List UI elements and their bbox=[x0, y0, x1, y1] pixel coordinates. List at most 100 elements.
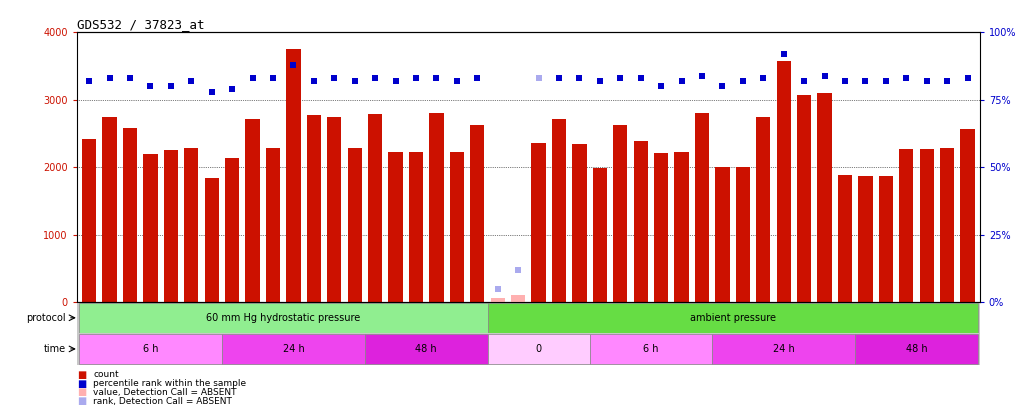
Point bbox=[755, 75, 772, 81]
Text: protocol: protocol bbox=[27, 313, 66, 323]
Bar bbox=[573, 144, 587, 302]
Bar bbox=[531, 143, 546, 302]
Bar bbox=[856, 334, 978, 364]
Bar bbox=[409, 152, 423, 302]
Bar bbox=[429, 113, 443, 302]
Point bbox=[326, 75, 343, 81]
Text: 48 h: 48 h bbox=[416, 344, 437, 354]
Bar bbox=[470, 126, 484, 302]
Point bbox=[877, 78, 894, 84]
Point bbox=[265, 75, 281, 81]
Point bbox=[469, 75, 485, 81]
Point bbox=[224, 86, 240, 92]
Point bbox=[633, 75, 649, 81]
Point bbox=[448, 78, 465, 84]
Point bbox=[694, 72, 710, 79]
Point bbox=[388, 78, 404, 84]
Point bbox=[776, 51, 792, 57]
Bar bbox=[859, 176, 872, 302]
Bar bbox=[614, 126, 628, 302]
Point bbox=[959, 75, 976, 81]
Point bbox=[714, 83, 731, 90]
Bar bbox=[590, 334, 712, 364]
Text: percentile rank within the sample: percentile rank within the sample bbox=[93, 379, 246, 388]
Point bbox=[489, 286, 506, 292]
Point bbox=[285, 62, 302, 68]
Point bbox=[592, 78, 608, 84]
Bar bbox=[756, 117, 771, 302]
Bar bbox=[490, 298, 505, 302]
Bar bbox=[940, 148, 954, 302]
Bar bbox=[185, 148, 198, 302]
Text: 6 h: 6 h bbox=[143, 344, 158, 354]
Text: ■: ■ bbox=[77, 388, 86, 397]
Bar bbox=[674, 152, 688, 302]
Point bbox=[551, 75, 567, 81]
Point bbox=[858, 78, 874, 84]
Text: ■: ■ bbox=[77, 370, 86, 379]
Bar bbox=[899, 149, 913, 302]
Bar bbox=[286, 49, 301, 302]
Point bbox=[122, 75, 139, 81]
Text: 6 h: 6 h bbox=[643, 344, 659, 354]
Bar bbox=[511, 296, 525, 302]
Text: 0: 0 bbox=[536, 344, 542, 354]
Text: value, Detection Call = ABSENT: value, Detection Call = ABSENT bbox=[93, 388, 237, 397]
Text: 60 mm Hg hydrostatic pressure: 60 mm Hg hydrostatic pressure bbox=[206, 313, 360, 323]
Bar bbox=[103, 117, 117, 302]
Bar bbox=[307, 115, 321, 302]
Bar bbox=[144, 154, 158, 302]
Bar bbox=[712, 334, 856, 364]
Bar bbox=[490, 298, 505, 302]
Bar bbox=[511, 296, 525, 302]
Text: count: count bbox=[93, 370, 119, 379]
Bar bbox=[82, 139, 96, 302]
Point bbox=[347, 78, 363, 84]
Bar bbox=[736, 167, 750, 302]
Bar bbox=[368, 114, 383, 302]
Bar bbox=[123, 128, 137, 302]
Bar bbox=[487, 303, 978, 333]
Point bbox=[571, 75, 588, 81]
Bar bbox=[327, 117, 342, 302]
Point bbox=[735, 78, 751, 84]
Point bbox=[510, 266, 526, 273]
Bar bbox=[204, 178, 219, 302]
Bar bbox=[348, 148, 362, 302]
Point bbox=[837, 78, 854, 84]
Bar bbox=[695, 113, 709, 302]
Point bbox=[918, 78, 935, 84]
Bar bbox=[654, 153, 668, 302]
Point bbox=[306, 78, 322, 84]
Text: time: time bbox=[44, 344, 66, 354]
Bar bbox=[79, 334, 222, 364]
Text: ■: ■ bbox=[77, 396, 86, 405]
Bar bbox=[79, 303, 487, 333]
Point bbox=[898, 75, 914, 81]
Bar bbox=[487, 334, 590, 364]
Bar bbox=[715, 166, 729, 302]
Point bbox=[939, 78, 955, 84]
Text: ambient pressure: ambient pressure bbox=[689, 313, 776, 323]
Point bbox=[673, 78, 689, 84]
Text: 48 h: 48 h bbox=[906, 344, 928, 354]
Point bbox=[530, 75, 547, 81]
Bar bbox=[593, 168, 607, 302]
Bar bbox=[222, 334, 365, 364]
Point bbox=[367, 75, 384, 81]
Bar bbox=[245, 119, 260, 302]
Point bbox=[407, 75, 424, 81]
Bar bbox=[389, 152, 403, 302]
Bar bbox=[449, 152, 464, 302]
Point bbox=[613, 75, 629, 81]
Text: ■: ■ bbox=[77, 379, 86, 388]
Point bbox=[796, 78, 813, 84]
Text: rank, Detection Call = ABSENT: rank, Detection Call = ABSENT bbox=[93, 397, 232, 405]
Point bbox=[183, 78, 199, 84]
Text: 24 h: 24 h bbox=[282, 344, 305, 354]
Bar bbox=[164, 150, 179, 302]
Bar bbox=[878, 176, 893, 302]
Bar bbox=[838, 175, 853, 302]
Point bbox=[817, 72, 833, 79]
Bar bbox=[797, 95, 812, 302]
